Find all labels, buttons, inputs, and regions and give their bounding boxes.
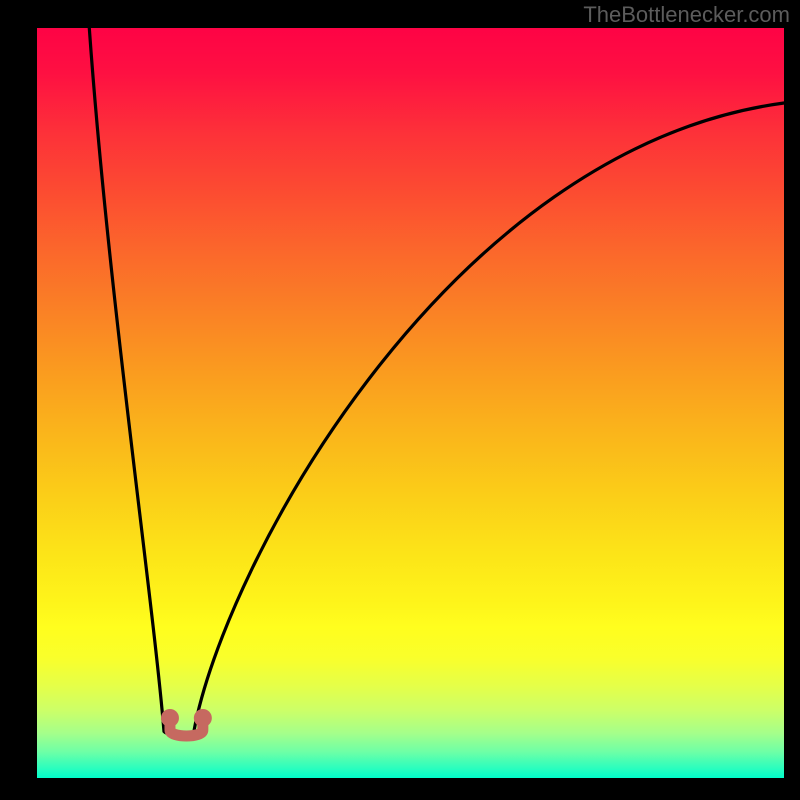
trough-marker-dot-right [194,709,212,727]
chart-container: TheBottlenecker.com [0,0,800,800]
watermark-text: TheBottlenecker.com [583,0,790,28]
bottleneck-chart [0,0,800,800]
trough-marker-dot-left [161,709,179,727]
